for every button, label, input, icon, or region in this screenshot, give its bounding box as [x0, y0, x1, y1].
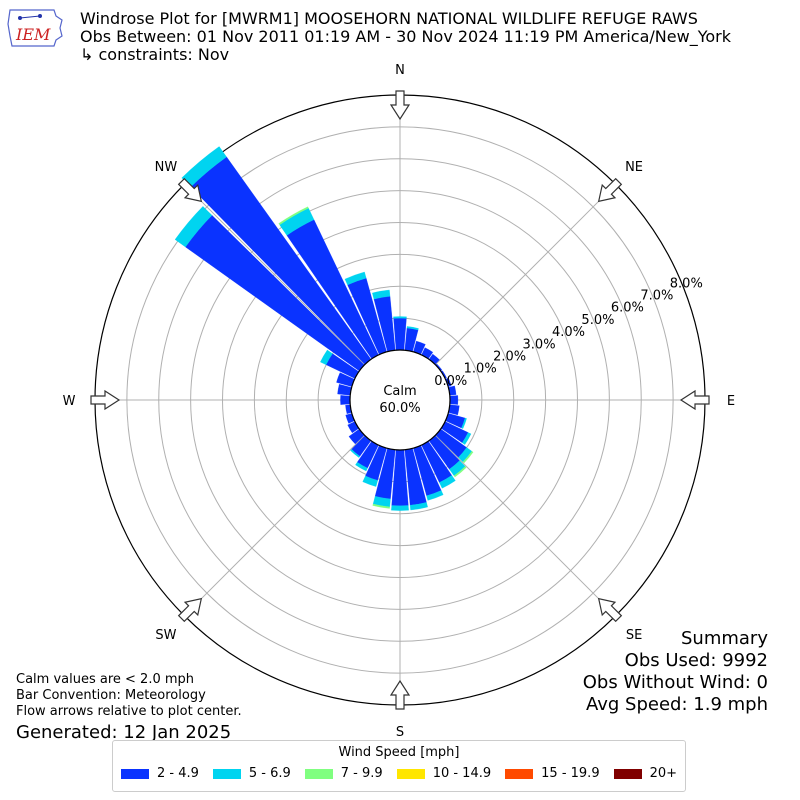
- generated-date: Generated: 12 Jan 2025: [16, 722, 232, 743]
- calm-circle: [349, 349, 451, 451]
- chart-title: Windrose Plot for [MWRM1] MOOSEHORN NATI…: [80, 9, 698, 28]
- legend-label: 2 - 4.9: [156, 766, 199, 781]
- wind-bar: [453, 466, 467, 478]
- direction-label: S: [396, 725, 404, 740]
- legend-item: 5 - 6.9: [212, 766, 291, 781]
- legend-swatch: [396, 768, 425, 779]
- direction-label: SE: [626, 628, 642, 643]
- flow-arrow-icon: [177, 597, 203, 623]
- legend-swatch: [120, 768, 149, 779]
- wind-bar: [372, 503, 390, 509]
- legend-item: 15 - 19.9: [505, 766, 600, 781]
- direction-label: W: [63, 394, 76, 409]
- wind-bar: [426, 490, 444, 501]
- radial-tick-label: 3.0%: [523, 337, 556, 352]
- legend-item: 2 - 4.9: [120, 766, 199, 781]
- wind-bar: [355, 462, 368, 472]
- compass-directions: N NE E SE S SW W NW: [63, 63, 736, 740]
- summary: Summary Obs Used: 9992 Obs Without Wind:…: [583, 628, 768, 716]
- obs-range: Obs Between: 01 Nov 2011 01:19 AM - 30 N…: [80, 27, 731, 46]
- flow-arrow-icon: [679, 389, 710, 411]
- wind-bar: [393, 316, 407, 319]
- direction-label: NE: [625, 160, 643, 175]
- notes: Calm values are < 2.0 mph Bar Convention…: [16, 672, 242, 744]
- wind-bar: [350, 449, 361, 458]
- bar-convention: Bar Convention: Meteorology: [16, 688, 206, 703]
- direction-label: E: [727, 394, 735, 409]
- wind-bar: [174, 206, 213, 248]
- grid-spoke: [435, 435, 617, 617]
- wind-bar: [462, 451, 474, 464]
- wind-bar: [362, 475, 378, 487]
- flow-arrow-icon: [90, 389, 121, 411]
- direction-label: N: [395, 63, 405, 78]
- wind-bar: [439, 475, 456, 489]
- wind-bar: [344, 271, 367, 286]
- wind-bar: [181, 146, 227, 188]
- legend-label: 15 - 19.9: [541, 766, 600, 781]
- legend-swatch: [505, 768, 534, 779]
- grid-spoke: [435, 183, 617, 365]
- obs-used: Obs Used: 9992: [624, 650, 768, 671]
- constraints: ↳ constraints: Nov: [80, 45, 230, 64]
- wind-bar: [461, 417, 467, 429]
- obs-without-wind: Obs Without Wind: 0: [582, 672, 768, 693]
- flow-arrow-icon: [597, 177, 623, 203]
- radial-tick-label: 1.0%: [464, 362, 497, 377]
- radial-tick-label: 6.0%: [611, 301, 644, 316]
- chart-header: Windrose Plot for [MWRM1] MOOSEHORN NATI…: [80, 10, 731, 64]
- legend-item: 10 - 14.9: [396, 766, 492, 781]
- radial-tick-label: 7.0%: [640, 288, 673, 303]
- grid-spoke: [183, 183, 365, 365]
- wind-bar: [449, 395, 459, 405]
- legend-item: 20+: [613, 766, 678, 781]
- wind-bar: [278, 206, 309, 226]
- legend: Wind Speed [mph] 2 - 4.9 5 - 6.9 7 - 9.9…: [112, 740, 686, 792]
- legend-label: 7 - 9.9: [340, 766, 383, 781]
- logo-text: IEM: [15, 25, 51, 44]
- legend-swatch: [613, 768, 642, 779]
- direction-label: SW: [155, 628, 176, 643]
- flow-arrow-icon: [389, 679, 411, 710]
- wind-bar: [320, 349, 333, 365]
- radial-tick-label: 8.0%: [670, 276, 703, 291]
- windrose-bars: [174, 146, 474, 511]
- wind-bar: [406, 326, 419, 331]
- wind-bar: [409, 502, 428, 511]
- radial-tick-label: 2.0%: [493, 349, 526, 364]
- radial-tick-label: 4.0%: [552, 325, 585, 340]
- legend-title: Wind Speed [mph]: [338, 745, 460, 760]
- legend-label: 5 - 6.9: [248, 766, 291, 781]
- wind-bar: [340, 395, 351, 405]
- calm-region: Calm 60.0%: [349, 349, 451, 451]
- flow-arrow-icon: [389, 90, 411, 121]
- iem-logo: IEM: [7, 9, 63, 47]
- calm-note: Calm values are < 2.0 mph: [16, 672, 195, 687]
- radial-tick-label: 5.0%: [581, 313, 614, 328]
- legend-label: 20+: [649, 766, 678, 781]
- legend-swatch: [212, 768, 241, 779]
- direction-label: NW: [155, 160, 178, 175]
- summary-title: Summary: [681, 628, 768, 649]
- radial-tick-labels: 0.0%1.0%2.0%3.0%4.0%5.0%6.0%7.0%8.0%: [434, 276, 703, 389]
- grid-spoke: [183, 435, 365, 617]
- wind-bar: [462, 432, 472, 445]
- avg-speed: Avg Speed: 1.9 mph: [586, 694, 768, 715]
- flow-arrow-icon: [177, 177, 203, 203]
- wind-bar: [372, 289, 391, 300]
- flow-arrow-icon: [597, 597, 623, 623]
- calm-label: Calm: [383, 384, 416, 399]
- legend-item: 7 - 9.9: [304, 766, 383, 781]
- legend-swatch: [304, 768, 333, 779]
- calm-value: 60.0%: [379, 401, 420, 416]
- legend-items: 2 - 4.9 5 - 6.9 7 - 9.9 10 - 14.9 15 - 1…: [113, 766, 685, 781]
- radial-tick-label: 0.0%: [434, 374, 467, 389]
- wind-bar: [391, 505, 409, 511]
- flow-arrows-note: Flow arrows relative to plot center.: [16, 704, 242, 719]
- legend-label: 10 - 14.9: [432, 766, 492, 781]
- wind-bar: [393, 317, 407, 351]
